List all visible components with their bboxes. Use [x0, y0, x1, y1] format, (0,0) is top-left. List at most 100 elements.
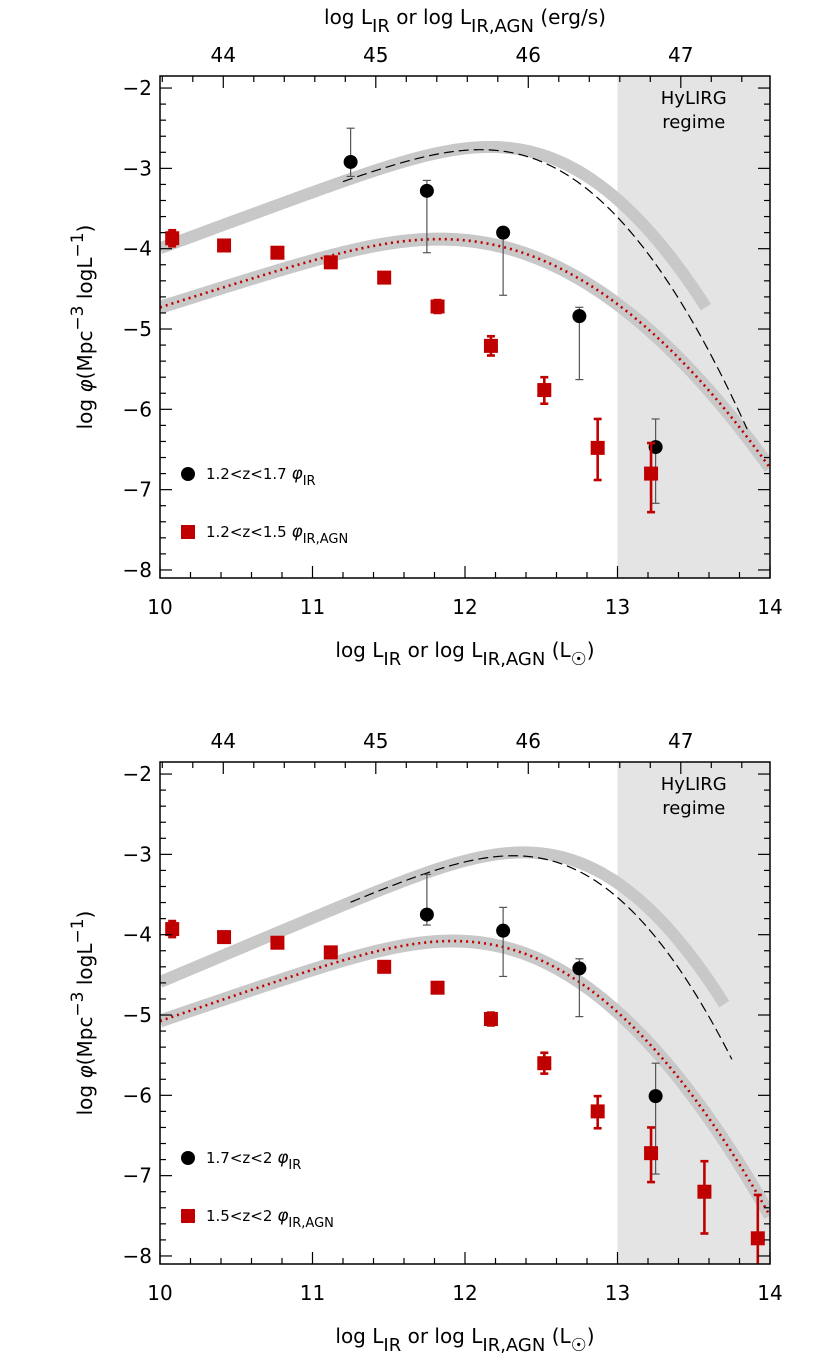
y-axis-label: log φ(Mpc−3 logL−1): [68, 225, 97, 430]
agn-point: [590, 1104, 605, 1119]
ylabel-exp1: −3: [68, 306, 88, 331]
top-tick-label: 46: [516, 43, 541, 67]
agn-point: [323, 255, 338, 270]
region-label-line2: regime: [662, 798, 725, 819]
legend-sub: IR: [288, 1158, 301, 1173]
ylabel-phi: φ: [73, 379, 97, 392]
ir-fit-band: [160, 140, 711, 311]
ylabel-pre: log: [73, 1079, 97, 1116]
region-label-line1: HyLIRG: [661, 88, 727, 109]
ylabel-pre: log: [73, 393, 97, 430]
ir-fit-band: [160, 846, 730, 1008]
ylabel-exp2: −1: [68, 232, 88, 257]
xlabel-sub2: IR,AGN: [482, 1335, 545, 1356]
agn-point: [377, 270, 392, 285]
x-tick-label: 13: [605, 1281, 630, 1305]
y-tick-label: −4: [123, 237, 152, 261]
toplabel-mid: or log L: [390, 5, 472, 29]
agn-point: [750, 1231, 765, 1246]
ylabel-mpc: (Mpc: [73, 331, 97, 380]
ir-point: [496, 225, 511, 240]
legend-square-marker: [181, 1209, 195, 1223]
legend-phi: φ: [277, 1206, 289, 1226]
panel-1: 10 11 12 13 14 44 45 46 47 −2 −3 −4 −5 −6 −7 −8 HyLIRG re…: [68, 5, 783, 670]
ir-point: [572, 961, 587, 976]
top-tick-label: 47: [668, 43, 693, 67]
x-tick-label: 13: [605, 595, 630, 619]
y-tick-label: −7: [123, 1164, 152, 1188]
ylabel-mid: logL: [73, 943, 97, 992]
ir-point: [572, 309, 587, 324]
ir-point: [343, 154, 358, 169]
panel-2: 10 11 12 13 14 44 45 46 47 −2 −3 −4 −5 −6 −7 −8 HyLIRG re…: [68, 729, 783, 1356]
agn-point: [590, 440, 605, 455]
x-tick-label: 14: [757, 1281, 782, 1305]
legend-label: 1.2<z<1.7 φIR: [206, 464, 316, 489]
top-tick-label: 44: [211, 43, 236, 67]
x-axis-label: log LIR or log LIR,AGN (L☉): [335, 1324, 594, 1356]
xlabel-sub2: IR,AGN: [482, 649, 545, 670]
ylabel-close: ): [73, 911, 97, 919]
legend-phi: φ: [292, 464, 304, 484]
region-label-line2: regime: [662, 112, 725, 133]
agn-point: [217, 930, 232, 945]
ylabel-mid: logL: [73, 257, 97, 306]
toplabel-unit: (erg/s): [534, 5, 606, 29]
legend-sub: IR: [303, 474, 316, 489]
xlabel-main: log L: [335, 1324, 384, 1348]
plot-area: [160, 762, 770, 1264]
y-tick-label: −5: [123, 1003, 152, 1027]
legend-label: 1.7<z<2 φIR: [206, 1148, 301, 1173]
agn-point: [430, 299, 445, 314]
x-tick-label: 14: [757, 595, 782, 619]
xlabel-sun: ☉: [571, 649, 587, 670]
xlabel-mid: or log L: [401, 638, 483, 662]
ir-fit-dashed: [350, 855, 733, 1060]
legend-text: 1.2<z<1.5: [206, 523, 292, 541]
plot-area: [160, 76, 770, 578]
region-label-line1: HyLIRG: [661, 774, 727, 795]
agn-point: [217, 238, 232, 253]
agn-point: [430, 980, 445, 995]
x-axis-label: log LIR or log LIR,AGN (L☉): [335, 638, 594, 670]
legend-label: 1.2<z<1.5 φIR,AGN: [206, 522, 348, 547]
legend-sub: IR,AGN: [303, 532, 348, 547]
y-tick-label: −2: [123, 76, 152, 100]
ylabel-close: ): [73, 225, 97, 233]
ir-point: [648, 1089, 663, 1104]
agn-point: [165, 231, 180, 246]
legend-text: 1.2<z<1.7: [206, 465, 292, 483]
ylabel-phi: φ: [73, 1065, 97, 1078]
agn-point: [644, 1146, 659, 1161]
agn-point: [644, 466, 659, 481]
top-tick-label: 47: [668, 729, 693, 753]
y-tick-label: −6: [123, 1083, 152, 1107]
y-axis-label: log φ(Mpc−3 logL−1): [68, 911, 97, 1116]
agn-point: [537, 383, 552, 398]
legend-circle-marker: [181, 467, 195, 481]
agn-point: [377, 959, 392, 974]
agn-fit-band: [160, 934, 770, 1219]
agn-point: [323, 945, 338, 960]
legend-sub: IR,AGN: [288, 1216, 333, 1231]
ylabel-exp1: −3: [68, 992, 88, 1017]
y-tick-label: −5: [123, 317, 152, 341]
xlabel-close: ): [587, 1324, 595, 1348]
y-tick-label: −7: [123, 478, 152, 502]
ylabel-exp2: −1: [68, 918, 88, 943]
agn-point: [165, 922, 180, 937]
toplabel-sub2: IR,AGN: [471, 16, 534, 37]
x-tick-label: 10: [147, 1281, 172, 1305]
y-tick-label: −4: [123, 923, 152, 947]
top-tick-label: 46: [516, 729, 541, 753]
y-tick-label: −3: [123, 156, 152, 180]
y-tick-label: −8: [123, 558, 152, 582]
legend-label: 1.5<z<2 φIR,AGN: [206, 1206, 334, 1231]
xlabel-unit: (L: [545, 638, 571, 662]
legend-text: 1.7<z<2: [206, 1149, 277, 1167]
legend-text: 1.5<z<2: [206, 1207, 277, 1225]
y-tick-label: −6: [123, 397, 152, 421]
x-tick-label: 11: [300, 1281, 325, 1305]
y-tick-label: −8: [123, 1244, 152, 1268]
